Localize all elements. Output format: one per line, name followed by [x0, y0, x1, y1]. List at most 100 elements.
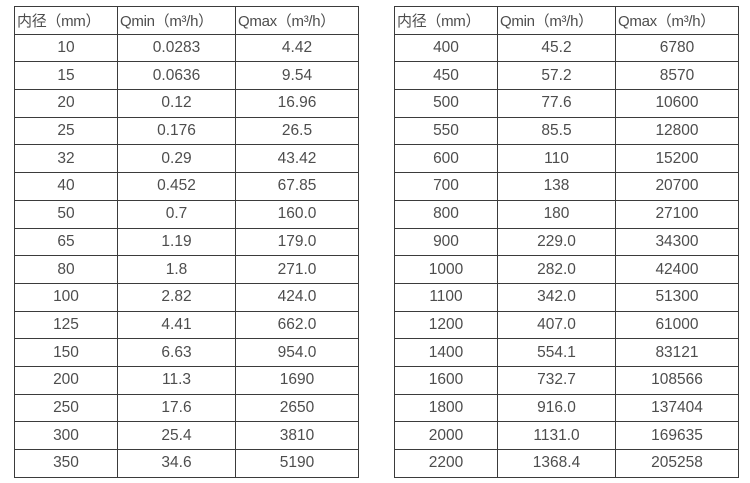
table-cell: 200	[14, 365, 118, 395]
table-row: 600 110 15200	[394, 144, 739, 174]
table-cell: 1200	[394, 310, 498, 340]
table-row: 150 6.63 954.0	[14, 338, 359, 367]
table-cell: 0.452	[117, 172, 236, 201]
table-row: 800 180 27100	[394, 199, 739, 229]
table-row: 65 1.19 179.0	[14, 227, 359, 257]
table-cell: 160.0	[235, 199, 359, 229]
table-cell: 2650	[235, 393, 359, 423]
table-cell: 450	[394, 61, 498, 91]
table-row: 2200 1368.4 205258	[394, 449, 739, 478]
table-cell: 15200	[615, 144, 739, 174]
table-cell: 11.3	[117, 365, 236, 395]
table-row: 100 2.82 424.0	[14, 282, 359, 312]
table-cell: 1100	[394, 282, 498, 312]
table-cell: 600	[394, 144, 498, 174]
table-cell: 400	[394, 33, 498, 63]
table-row: 1600 732.7 108566	[394, 365, 739, 395]
column-header: Qmin（m³/h）	[497, 6, 616, 35]
table-cell: 25.4	[117, 421, 236, 450]
table-cell: 65	[14, 227, 118, 257]
table-row: 1000 282.0 42400	[394, 255, 739, 284]
column-header: 内径（mm）	[14, 6, 118, 35]
table-row: 20 0.12 16.96	[14, 89, 359, 118]
table-cell: 550	[394, 116, 498, 146]
table-row: 700 138 20700	[394, 172, 739, 201]
column-header: 内径（mm）	[394, 6, 498, 35]
table-cell: 169635	[615, 421, 739, 450]
table-cell: 916.0	[497, 393, 616, 423]
table-cell: 500	[394, 89, 498, 118]
table-cell: 20	[14, 89, 118, 118]
table-cell: 100	[14, 282, 118, 312]
table-cell: 9.54	[235, 61, 359, 91]
table-cell: 954.0	[235, 338, 359, 367]
table-row: 40 0.452 67.85	[14, 172, 359, 201]
table-cell: 0.0636	[117, 61, 236, 91]
table-cell: 125	[14, 310, 118, 340]
flow-rate-table-large-diameters: 内径（mm） Qmin（m³/h） Qmax（m³/h） 400 45.2 6780 45…	[394, 6, 739, 478]
table-cell: 1.8	[117, 255, 236, 284]
column-header: Qmax（m³/h）	[615, 6, 739, 35]
table-cell: 1000	[394, 255, 498, 284]
table-cell: 732.7	[497, 365, 616, 395]
table-cell: 34300	[615, 227, 739, 257]
table-row: 125 4.41 662.0	[14, 310, 359, 340]
table-cell: 4.41	[117, 310, 236, 340]
table-row: 1200 407.0 61000	[394, 310, 739, 340]
table-cell: 1690	[235, 365, 359, 395]
table-cell: 8570	[615, 61, 739, 91]
table-cell: 5190	[235, 449, 359, 478]
header-row: 内径（mm） Qmin（m³/h） Qmax（m³/h）	[14, 6, 359, 35]
table-cell: 17.6	[117, 393, 236, 423]
table-cell: 85.5	[497, 116, 616, 146]
table-row: 15 0.0636 9.54	[14, 61, 359, 91]
table-cell: 34.6	[117, 449, 236, 478]
table-cell: 83121	[615, 338, 739, 367]
table-cell: 205258	[615, 449, 739, 478]
table-cell: 61000	[615, 310, 739, 340]
table-cell: 43.42	[235, 144, 359, 174]
table-cell: 51300	[615, 282, 739, 312]
table-cell: 250	[14, 393, 118, 423]
table-cell: 2200	[394, 449, 498, 478]
table-cell: 342.0	[497, 282, 616, 312]
table-row: 2000 1131.0 169635	[394, 421, 739, 450]
table-cell: 1368.4	[497, 449, 616, 478]
table-row: 900 229.0 34300	[394, 227, 739, 257]
table-cell: 138	[497, 172, 616, 201]
table-cell: 10	[14, 33, 118, 63]
table-row: 500 77.6 10600	[394, 89, 739, 118]
table-cell: 2000	[394, 421, 498, 450]
table-cell: 40	[14, 172, 118, 201]
table-row: 1800 916.0 137404	[394, 393, 739, 423]
header-row: 内径（mm） Qmin（m³/h） Qmax（m³/h）	[394, 6, 739, 35]
table-cell: 45.2	[497, 33, 616, 63]
table-row: 450 57.2 8570	[394, 61, 739, 91]
column-header: Qmax（m³/h）	[235, 6, 359, 35]
table-cell: 300	[14, 421, 118, 450]
table-cell: 26.5	[235, 116, 359, 146]
table-cell: 1800	[394, 393, 498, 423]
table-cell: 2.82	[117, 282, 236, 312]
table-row: 550 85.5 12800	[394, 116, 739, 146]
table-row: 250 17.6 2650	[14, 393, 359, 423]
table-cell: 700	[394, 172, 498, 201]
table-row: 25 0.176 26.5	[14, 116, 359, 146]
table-row: 80 1.8 271.0	[14, 255, 359, 284]
table-cell: 137404	[615, 393, 739, 423]
table-cell: 800	[394, 199, 498, 229]
table-cell: 0.7	[117, 199, 236, 229]
table-cell: 0.0283	[117, 33, 236, 63]
table-cell: 229.0	[497, 227, 616, 257]
table-cell: 110	[497, 144, 616, 174]
table-row: 32 0.29 43.42	[14, 144, 359, 174]
table-row: 350 34.6 5190	[14, 449, 359, 478]
table-row: 400 45.2 6780	[394, 33, 739, 63]
table-row: 10 0.0283 4.42	[14, 33, 359, 63]
table-cell: 10600	[615, 89, 739, 118]
table-cell: 15	[14, 61, 118, 91]
table-cell: 6780	[615, 33, 739, 63]
table-cell: 271.0	[235, 255, 359, 284]
